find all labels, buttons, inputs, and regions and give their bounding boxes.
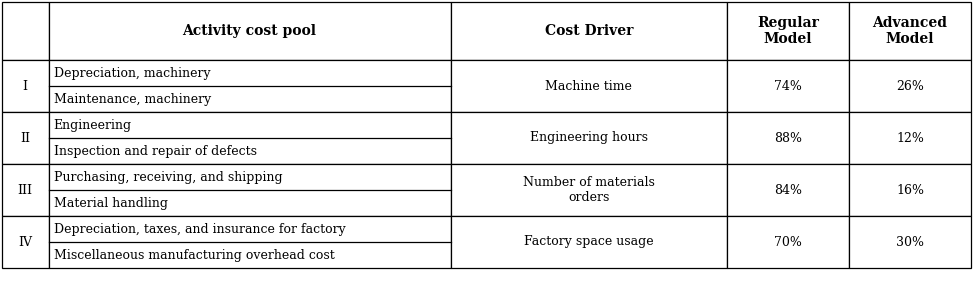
Text: Purchasing, receiving, and shipping: Purchasing, receiving, and shipping	[54, 171, 282, 184]
Text: IV: IV	[18, 236, 32, 248]
Bar	[848, 60, 971, 112]
Text: Factory space usage: Factory space usage	[523, 236, 654, 248]
Bar	[49, 60, 450, 112]
Text: 30%: 30%	[896, 236, 924, 248]
Bar	[848, 2, 971, 60]
Text: Cost Driver: Cost Driver	[545, 24, 632, 38]
Text: Number of materials
orders: Number of materials orders	[523, 176, 655, 204]
Bar	[2, 112, 49, 164]
Text: Regular
Model: Regular Model	[757, 16, 819, 46]
Text: 70%: 70%	[774, 236, 802, 248]
Bar	[2, 60, 49, 112]
Text: Depreciation, taxes, and insurance for factory: Depreciation, taxes, and insurance for f…	[54, 223, 345, 236]
Bar	[2, 2, 49, 60]
Text: Engineering hours: Engineering hours	[529, 132, 648, 144]
Text: I: I	[22, 80, 28, 92]
Bar	[848, 112, 971, 164]
Text: 74%: 74%	[774, 80, 802, 92]
Text: Advanced
Model: Advanced Model	[873, 16, 948, 46]
Bar	[727, 164, 848, 216]
Text: Inspection and repair of defects: Inspection and repair of defects	[54, 144, 257, 157]
Bar	[2, 164, 49, 216]
Text: 12%: 12%	[896, 132, 924, 144]
Bar	[450, 216, 727, 268]
Bar	[727, 112, 848, 164]
Bar	[2, 216, 49, 268]
Bar	[848, 164, 971, 216]
Bar	[49, 2, 450, 60]
Text: 84%: 84%	[774, 184, 802, 196]
Bar	[49, 112, 450, 164]
Text: Machine time: Machine time	[545, 80, 632, 92]
Bar	[848, 216, 971, 268]
Bar	[49, 164, 450, 216]
Text: Miscellaneous manufacturing overhead cost: Miscellaneous manufacturing overhead cos…	[54, 248, 335, 261]
Bar	[727, 60, 848, 112]
Text: Material handling: Material handling	[54, 196, 167, 209]
Text: Activity cost pool: Activity cost pool	[183, 24, 316, 38]
Bar	[450, 164, 727, 216]
Text: Maintenance, machinery: Maintenance, machinery	[54, 92, 211, 105]
Text: II: II	[20, 132, 30, 144]
Text: 26%: 26%	[896, 80, 924, 92]
Text: Engineering: Engineering	[54, 119, 131, 132]
Bar	[49, 216, 450, 268]
Text: 16%: 16%	[896, 184, 924, 196]
Bar	[450, 60, 727, 112]
Bar	[450, 112, 727, 164]
Text: III: III	[18, 184, 33, 196]
Bar	[727, 216, 848, 268]
Text: 88%: 88%	[774, 132, 802, 144]
Bar	[727, 2, 848, 60]
Bar	[450, 2, 727, 60]
Text: Depreciation, machinery: Depreciation, machinery	[54, 67, 210, 80]
